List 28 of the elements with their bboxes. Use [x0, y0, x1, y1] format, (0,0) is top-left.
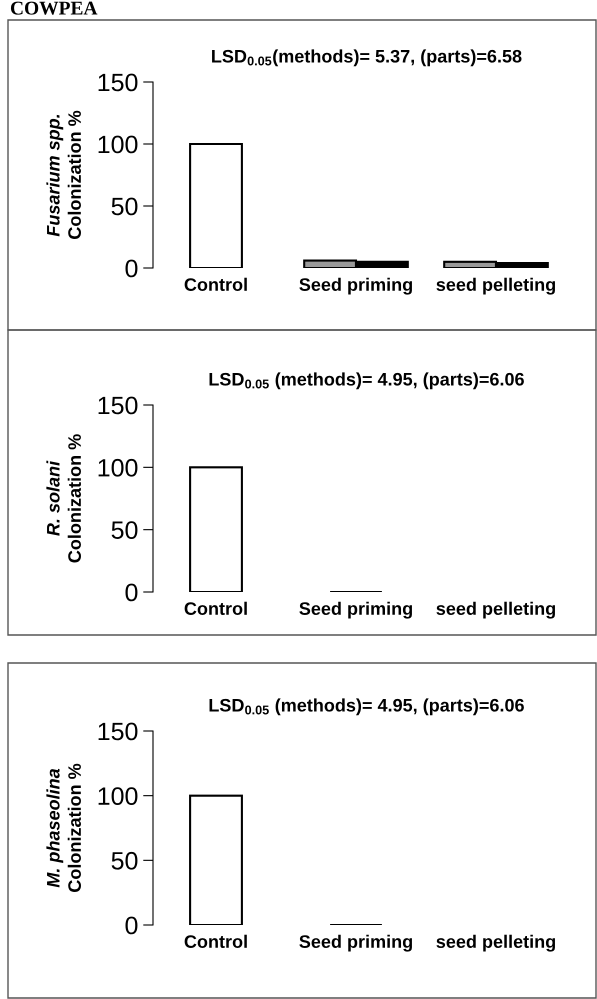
y-tick-label: 0	[125, 584, 138, 602]
x-tick-label: Seed priming	[299, 934, 412, 952]
y-tick-label: 100	[98, 458, 138, 477]
y-axis-title: M. phaseolina Colonization %	[46, 764, 81, 892]
x-tick-label: seed pelleting	[436, 934, 555, 952]
y-tick-label: 0	[125, 260, 138, 278]
y-tick-label: 100	[98, 136, 138, 154]
y-tick-label: 150	[98, 74, 138, 92]
chart-title: LSD$_{0.05}$ (methods)= 4.95, (parts)=6.06	[210, 698, 524, 716]
y-tick-label: 50	[112, 852, 138, 870]
y-tick-label: 100	[98, 787, 138, 805]
y-tick-label: 50	[112, 198, 138, 216]
x-tick-label: Control	[184, 602, 247, 615]
y-axis-title: Fusarium spp. Colonization %	[46, 110, 81, 239]
text: COWPEA	[10, 2, 98, 15]
y-axis-title: R. solani Colonization %	[46, 434, 81, 562]
chart-title: LSD$_{0.05}$ (methods)= 4.95, (parts)=6.06	[210, 372, 524, 390]
x-tick-label: seed pelleting	[436, 278, 555, 295]
x-tick-label: Seed priming	[299, 278, 412, 295]
x-tick-label: seed pelleting	[436, 602, 555, 619]
y-tick-label: 0	[125, 916, 138, 934]
x-tick-label: Control	[184, 934, 247, 948]
chart-title: LSD$_{0.05}$(methods)= 5.37, (parts)=6.58	[212, 49, 522, 66]
x-tick-label: Seed priming	[299, 602, 412, 619]
y-tick-label: 50	[112, 521, 138, 539]
y-tick-label: 150	[98, 396, 138, 414]
x-tick-label: Control	[184, 278, 247, 291]
y-tick-label: 150	[98, 722, 138, 740]
